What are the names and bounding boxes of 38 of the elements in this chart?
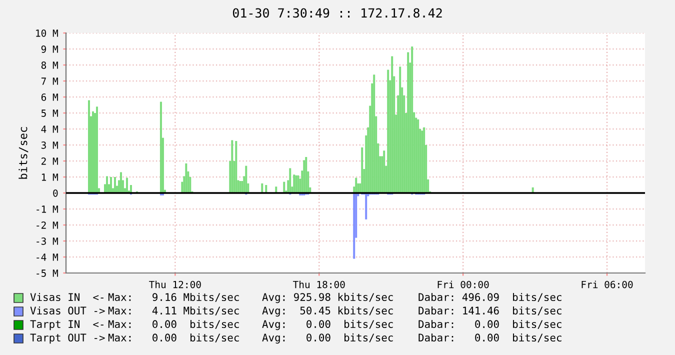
text: Max: 4.11 Mbits/sec bbox=[108, 306, 239, 316]
text: Avg: 925.98 kbits/sec bbox=[262, 292, 393, 304]
y-tick-label: 7 M bbox=[41, 78, 58, 85]
y-tick-label: 8 M bbox=[41, 62, 58, 69]
legend-label: Visas IN <- bbox=[30, 292, 104, 302]
y-tick-label: 9 M bbox=[41, 46, 58, 53]
y-tick-label: -3 M bbox=[36, 238, 58, 245]
legend-label: Tarpt IN <- bbox=[30, 320, 104, 330]
y-tick-label: 5 M bbox=[41, 110, 58, 117]
y-tick-label: 4 M bbox=[41, 126, 58, 133]
y-tick-label: -5 M bbox=[36, 270, 58, 277]
text: Avg: 50.45 kbits/sec bbox=[262, 306, 393, 317]
x-tick-label: Fri 00:00 bbox=[438, 280, 489, 288]
text: Max: 9.16 Mbits/sec bbox=[108, 292, 239, 302]
text: Max: 0.00 bits/sec bbox=[108, 320, 239, 329]
x-tick-label: Thu 18:00 bbox=[292, 280, 345, 288]
text: Dabar: 0.00 bits/sec bbox=[418, 320, 562, 329]
legend-label: Tarpt OUT -> bbox=[30, 334, 105, 344]
y-tick-label: 1 M bbox=[42, 174, 58, 181]
y-tick-label: 6 M bbox=[41, 94, 58, 101]
text: Dabar: 496.09 bits/sec bbox=[418, 292, 562, 302]
y-tick-label: 10 M bbox=[36, 30, 58, 37]
chart-title: 01-30 7:30:49 :: 172.17.8.42 bbox=[232, 8, 442, 18]
x-tick-label: Thu 12:00 bbox=[149, 280, 201, 288]
y-axis-title: bits/sec bbox=[18, 127, 28, 179]
y-tick-label: 3 M bbox=[41, 142, 58, 149]
y-tick-label: -1 M bbox=[36, 206, 58, 213]
legend-label: Visas OUT -> bbox=[30, 306, 105, 315]
y-tick-label: 2 M bbox=[42, 158, 58, 165]
text: Avg: 0.00 bits/sec bbox=[262, 333, 393, 344]
text: Dabar: 141.46 bits/sec bbox=[418, 306, 562, 316]
y-tick-label: -4 M bbox=[36, 254, 58, 261]
y-tick-label: -2 M bbox=[36, 222, 58, 229]
y-tick-label: 0 bbox=[53, 190, 58, 197]
text: Max: 0.00 bits/sec bbox=[108, 333, 239, 342]
text: Avg: 0.00 bits/sec bbox=[262, 320, 393, 330]
x-tick-label: Fri 06:00 bbox=[582, 280, 633, 288]
text: Dabar: 0.00 bits/sec bbox=[418, 333, 562, 342]
